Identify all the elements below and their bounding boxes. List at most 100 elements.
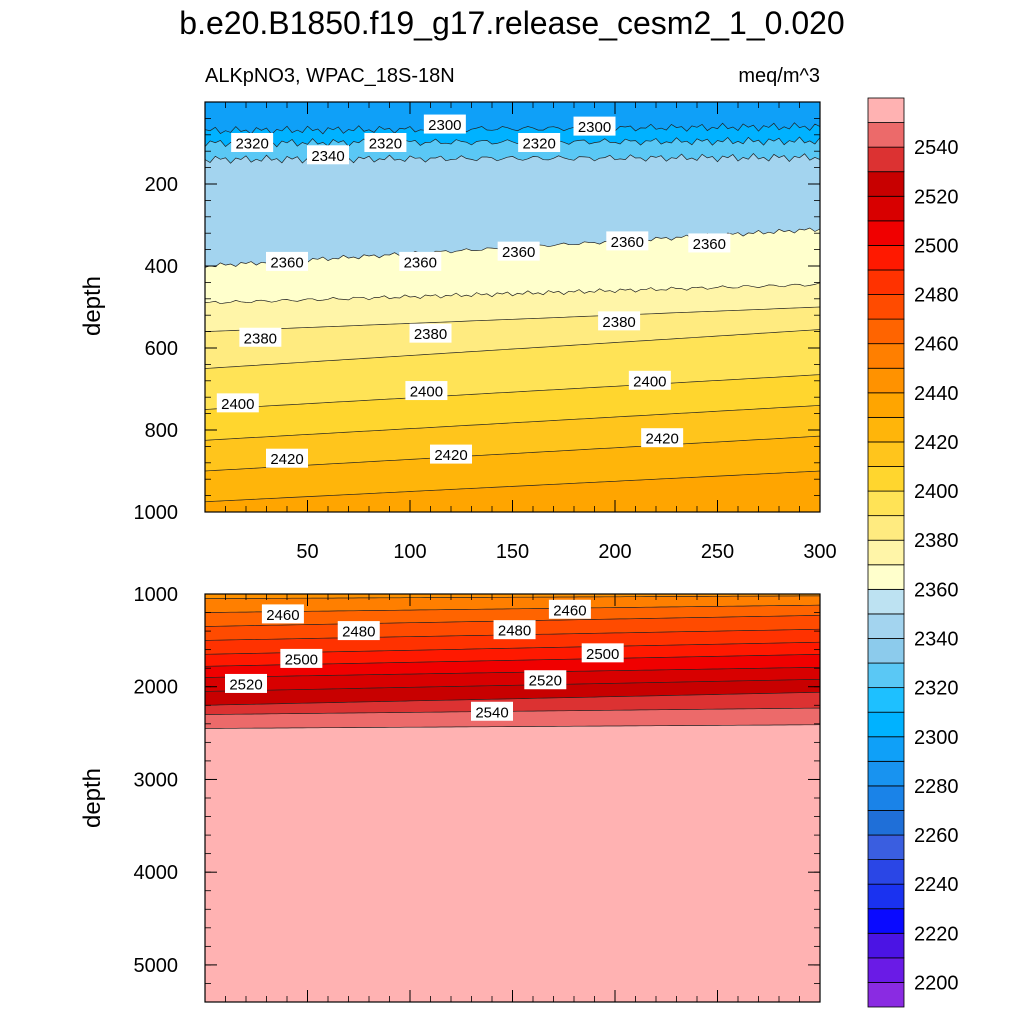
- svg-text:2480: 2480: [342, 624, 375, 641]
- colorbar-box: [867, 834, 905, 860]
- colorbar-label: 2500: [914, 235, 959, 257]
- contour-line: [205, 470, 820, 503]
- colorbar-box: [867, 343, 905, 369]
- svg-text:2400: 2400: [221, 396, 254, 413]
- colorbar-box: [867, 392, 905, 418]
- contour-label: 2380: [239, 327, 282, 347]
- contour-label: 2420: [641, 428, 684, 448]
- contour-line: [205, 306, 820, 332]
- colorbar-label: 2360: [914, 579, 959, 601]
- contour-label: 2420: [430, 444, 472, 464]
- lower-contour-fills: [205, 594, 820, 1002]
- contour-line: [205, 724, 820, 729]
- colorbar-box: [867, 318, 905, 345]
- y-tick-label: 1000: [134, 584, 179, 606]
- svg-text:2360: 2360: [611, 234, 644, 251]
- svg-text:2320: 2320: [522, 136, 555, 153]
- colorbar-box: [867, 883, 905, 910]
- contour-label: 2500: [581, 643, 624, 663]
- contour-label: 2400: [405, 381, 448, 401]
- svg-text:2320: 2320: [235, 136, 268, 153]
- contour-label: 2460: [548, 599, 591, 619]
- colorbar: 2200 2220 2240 2260 2280 2300 2320 2340 2360 2380…: [867, 97, 959, 1008]
- colorbar-box: [867, 466, 905, 492]
- colorbar-box: [867, 638, 905, 664]
- x-tick-label: 300: [803, 541, 836, 563]
- svg-text:2340: 2340: [311, 148, 344, 165]
- contour-label: 2420: [266, 448, 308, 468]
- colorbar-label: 2540: [914, 137, 959, 159]
- contour-line: [205, 329, 820, 369]
- colorbar-box: [867, 588, 905, 615]
- contour-label: 2360: [688, 233, 731, 253]
- contour-line: [205, 666, 820, 678]
- svg-text:2300: 2300: [578, 119, 611, 136]
- svg-text:2420: 2420: [434, 447, 467, 464]
- colorbar-box: [867, 539, 905, 566]
- svg-text:2400: 2400: [410, 384, 443, 401]
- svg-text:2360: 2360: [693, 236, 726, 253]
- contour-label: 2380: [409, 323, 452, 343]
- colorbar-box: [867, 515, 905, 541]
- contour-line: [205, 282, 820, 305]
- svg-text:2460: 2460: [553, 602, 586, 619]
- y-tick-label: 800: [145, 420, 178, 442]
- contour-label: 2400: [628, 370, 671, 390]
- y-tick-label: 400: [145, 256, 178, 278]
- svg-text:2400: 2400: [633, 373, 666, 390]
- contour-line: [205, 374, 820, 410]
- contour-label: 2360: [606, 231, 649, 251]
- variable-label: ALKpNO3, WPAC_18S-18N: [205, 65, 455, 87]
- x-tick-label: 50: [296, 541, 318, 563]
- contour-label: 2480: [493, 620, 536, 640]
- x-tick-label: 200: [598, 541, 631, 563]
- colorbar-box: [867, 736, 905, 762]
- colorbar-box: [867, 245, 905, 271]
- upper-panel: 2320 2340 2320 2300 2320 2300 2360 2360 2360 2360…: [134, 101, 837, 563]
- y-tick-label: 1000: [134, 502, 179, 524]
- contour-line: [205, 691, 820, 706]
- colorbar-box: [867, 220, 905, 246]
- colorbar-box: [867, 171, 905, 197]
- svg-text:2420: 2420: [270, 451, 303, 468]
- contour-label: 2520: [524, 670, 567, 690]
- colorbar-box: [867, 957, 905, 983]
- colorbar-label: 2220: [914, 923, 959, 945]
- colorbar-box: [867, 810, 905, 836]
- y-tick-label: 200: [145, 174, 178, 196]
- colorbar-box: [867, 367, 905, 394]
- colorbar-box: [867, 441, 905, 467]
- svg-text:2460: 2460: [266, 607, 299, 624]
- colorbar-box: [867, 564, 905, 590]
- svg-text:2520: 2520: [229, 676, 262, 693]
- contour-label: 2520: [225, 673, 267, 693]
- y-tick-label: 5000: [134, 955, 179, 977]
- colorbar-box: [867, 416, 905, 443]
- colorbar-label: 2520: [914, 186, 959, 208]
- colorbar-box: [867, 662, 905, 689]
- svg-text:2480: 2480: [498, 623, 531, 640]
- contour-label: 2360: [399, 251, 442, 271]
- colorbar-label: 2280: [914, 776, 959, 798]
- contour-label: 2320: [518, 133, 561, 153]
- colorbar-box: [867, 982, 905, 1008]
- colorbar-box: [867, 146, 905, 173]
- contour-label: 2360: [266, 251, 308, 271]
- contour-label: 2320: [231, 133, 274, 153]
- colorbar-box: [867, 932, 905, 959]
- y-tick-label: 600: [145, 338, 178, 360]
- svg-text:2540: 2540: [475, 704, 508, 721]
- colorbar-box: [867, 122, 905, 148]
- contour-line: [205, 122, 820, 135]
- x-tick-label: 250: [701, 541, 734, 563]
- lower-y-axis-label: depth: [79, 768, 106, 828]
- svg-text:2360: 2360: [502, 244, 535, 261]
- colorbar-box: [867, 711, 905, 738]
- contour-label: 2360: [497, 241, 540, 261]
- colorbar-box: [867, 195, 905, 222]
- colorbar-label: 2380: [914, 530, 959, 552]
- colorbar-label: 2440: [914, 383, 959, 405]
- colorbar-box: [867, 490, 905, 517]
- contour-label: 2540: [471, 701, 513, 721]
